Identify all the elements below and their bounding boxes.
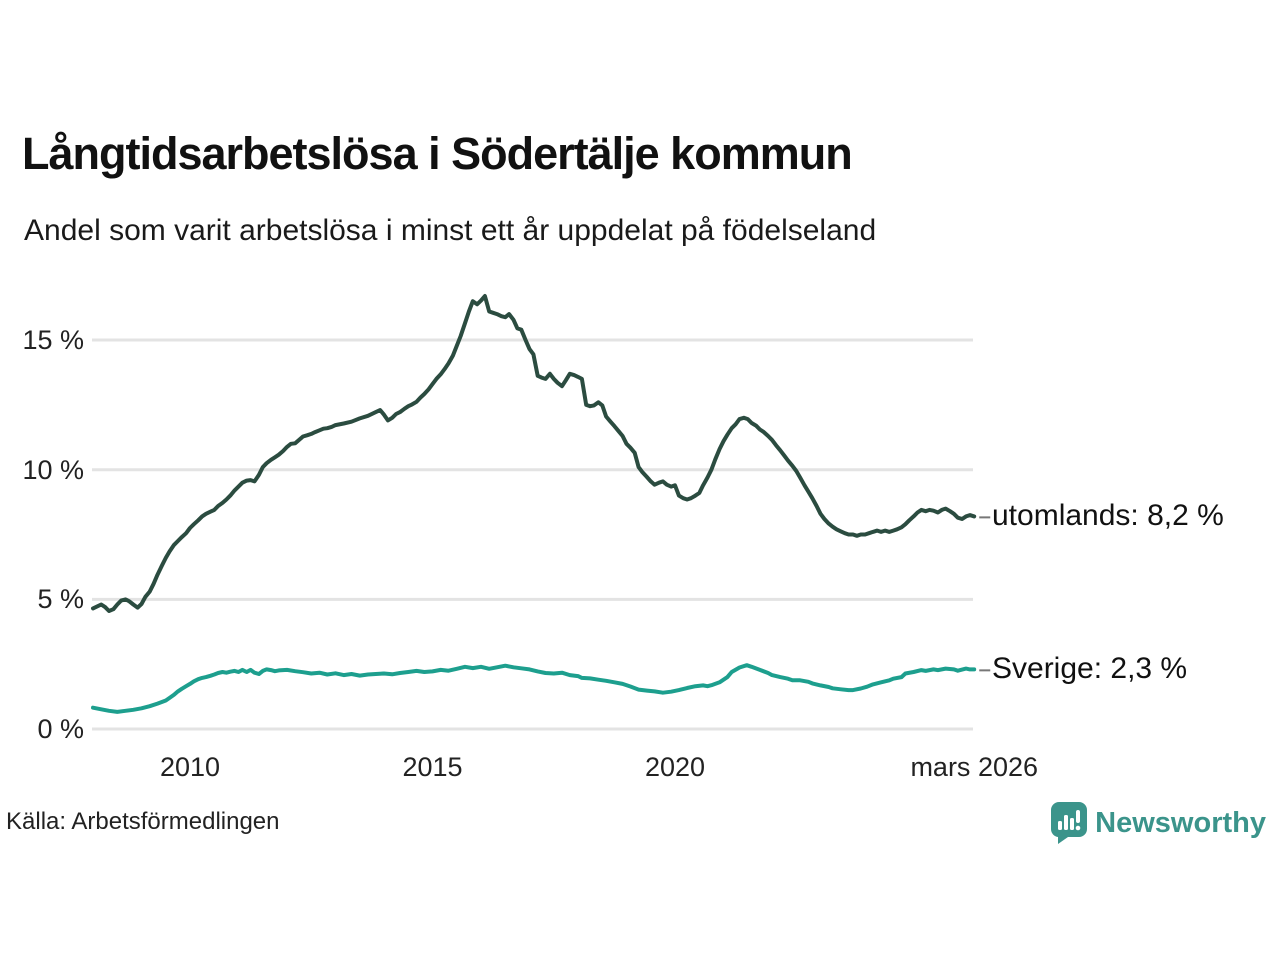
x-axis-tick-label: mars 2026 (910, 752, 1039, 782)
y-axis-tick-label: 5 % (37, 584, 84, 615)
newsworthy-wordmark: Newsworthy (1095, 806, 1266, 839)
series-line-Sverige (91, 663, 977, 714)
y-axis-tick-label: 0 % (37, 714, 84, 744)
x-axis-tick-label: 2010 (159, 752, 221, 782)
page-subtitle: Andel som varit arbetslösa i minst ett å… (24, 214, 877, 247)
page-title: Långtidsarbetslösa i Södertälje kommun (22, 128, 853, 179)
series-label-sverige: Sverige: 2,3 % (992, 652, 1188, 686)
x-axis-tick-label: 2015 (402, 752, 463, 782)
series-line-utomlands (91, 294, 977, 613)
series-label-utomlands: utomlands: 8,2 % (992, 499, 1224, 533)
newsworthy-bubble-icon (1051, 802, 1088, 844)
newsworthy-logo[interactable]: Newsworthy (1051, 802, 1266, 844)
y-axis-tick-label: 15 % (22, 325, 84, 356)
y-axis-tick-label: 10 % (22, 454, 84, 485)
x-axis-tick-label: 2020 (644, 752, 706, 782)
source-note: Källa: Arbetsförmedlingen (6, 808, 280, 835)
